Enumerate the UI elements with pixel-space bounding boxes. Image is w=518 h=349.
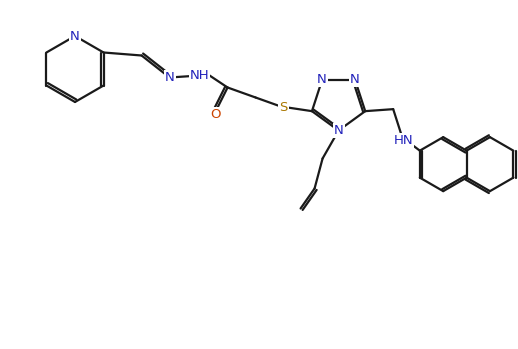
Text: NH: NH <box>190 69 209 82</box>
Text: N: N <box>70 30 80 43</box>
Text: S: S <box>279 101 288 114</box>
Text: N: N <box>334 124 343 137</box>
Text: HN: HN <box>393 134 413 147</box>
Text: N: N <box>350 73 360 86</box>
Text: N: N <box>317 73 327 86</box>
Text: O: O <box>210 108 221 121</box>
Text: N: N <box>165 71 175 84</box>
